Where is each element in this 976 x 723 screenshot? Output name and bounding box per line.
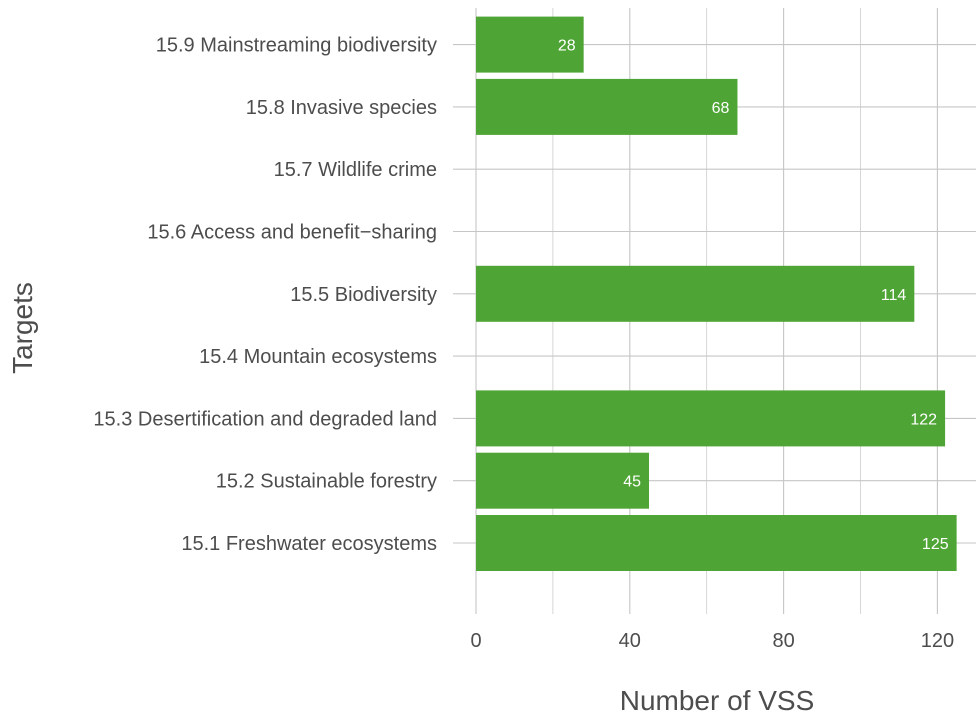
x-tick-label: 0 — [470, 630, 481, 652]
x-axis-title: Number of VSS — [620, 685, 815, 716]
y-tick-label: 15.8 Invasive species — [246, 97, 437, 119]
y-tick-label: 15.3 Desertification and degraded land — [93, 408, 437, 430]
y-tick-label: 15.2 Sustainable forestry — [216, 471, 437, 493]
data-labels: 125 45 122 114 68 28 — [558, 38, 949, 553]
bar — [476, 265, 915, 322]
x-tick-label: 80 — [772, 630, 794, 652]
y-axis-tick-labels: 15.1 Freshwater ecosystems 15.2 Sustainab… — [93, 35, 437, 555]
bar-value-label: 68 — [712, 100, 730, 117]
y-axis-title: Targets — [7, 282, 38, 374]
bar-value-label: 45 — [623, 474, 641, 491]
bar-value-label: 114 — [881, 287, 907, 304]
y-tick-label: 15.6 Access and benefit−sharing — [147, 222, 437, 244]
y-tick-label: 15.9 Mainstreaming biodiversity — [156, 35, 437, 57]
x-tick-label: 40 — [619, 630, 641, 652]
y-tick-label: 15.1 Freshwater ecosystems — [181, 533, 437, 555]
bar-value-label: 28 — [558, 38, 576, 55]
y-tick-label: 15.7 Wildlife crime — [274, 159, 437, 181]
y-tick-label: 15.5 Biodiversity — [290, 284, 437, 306]
y-tick-label: 15.4 Mountain ecosystems — [199, 346, 437, 368]
bars — [476, 16, 957, 571]
x-tick-label: 120 — [921, 630, 954, 652]
bar-value-label: 125 — [922, 536, 949, 553]
bar — [476, 16, 584, 73]
x-axis-tick-labels: 0 40 80 120 — [470, 630, 954, 652]
bar-value-label: 122 — [910, 411, 937, 428]
bar — [476, 390, 946, 447]
bar — [476, 452, 650, 509]
bar — [476, 78, 738, 135]
bar — [476, 515, 957, 571]
